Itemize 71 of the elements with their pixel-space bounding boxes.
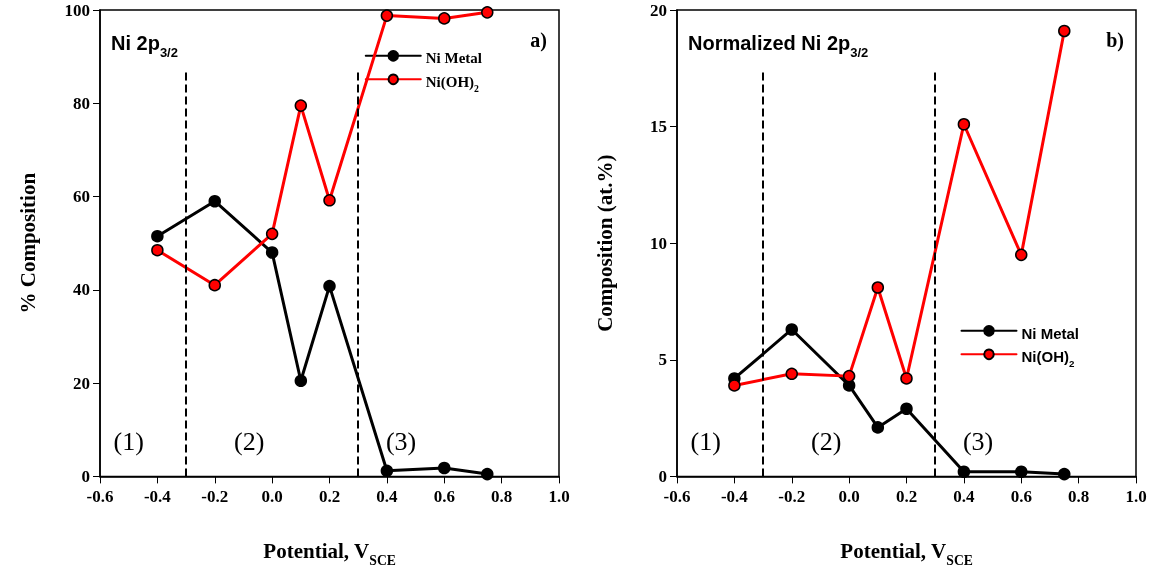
point (785, 367, 798, 381)
point (323, 194, 336, 207)
y-tick-label: 0 (658, 466, 667, 486)
y-tick-label: 20 (650, 0, 667, 20)
annotation: (1) (113, 426, 144, 456)
y-axis-title: Composition (at.%) (592, 154, 617, 332)
point (208, 278, 221, 292)
point (871, 281, 885, 294)
x-tick-label: -0.6 (663, 487, 691, 507)
x-tick-label: -0.4 (720, 487, 749, 507)
y-tick-label: 40 (73, 280, 90, 300)
point (323, 279, 336, 293)
x-tick-label: 1.0 (548, 487, 570, 507)
point (438, 461, 451, 475)
y-tick-label: 80 (73, 93, 90, 113)
point (208, 194, 221, 208)
y-tick-label: 5 (658, 350, 667, 370)
y-tick-label: 20 (73, 373, 90, 393)
legend-label: Ni Metal (425, 50, 483, 67)
x-tick-label: 0.2 (318, 487, 341, 507)
annotation: (1) (690, 426, 721, 456)
x-tick-label: 0.2 (895, 487, 918, 507)
annotation: b) (1106, 29, 1125, 52)
point (1015, 248, 1028, 262)
point (151, 229, 164, 243)
point (785, 323, 798, 336)
x-tick-label: 0.8 (491, 487, 513, 507)
point (900, 402, 913, 416)
point (957, 118, 971, 131)
x-tick-label: 0.6 (433, 487, 455, 507)
point (265, 227, 279, 241)
point (481, 6, 494, 19)
point (1058, 467, 1071, 481)
annotation: (2) (234, 426, 265, 456)
x-tick-label: -0.2 (778, 487, 806, 507)
point (842, 369, 856, 383)
x-tick-label: 0.8 (1068, 487, 1090, 507)
point (380, 9, 394, 22)
x-tick-label: 0.4 (953, 487, 975, 507)
x-tick-label: 0.0 (261, 487, 283, 507)
annotation: (2) (811, 426, 842, 456)
y-tick-label: 100 (64, 0, 90, 20)
x-tick-label: -0.2 (201, 487, 229, 507)
y-tick-label: 0 (81, 466, 90, 486)
point (1015, 465, 1028, 478)
x-tick-label: 1.0 (1125, 487, 1147, 507)
point (728, 379, 741, 392)
point (900, 372, 913, 385)
annotation: a) (530, 29, 548, 52)
annotation: (3) (385, 426, 417, 456)
point (294, 374, 308, 388)
point (1058, 24, 1071, 38)
point (265, 246, 279, 259)
x-tick-label: -0.4 (143, 487, 172, 507)
point (957, 465, 971, 478)
point (871, 421, 885, 434)
y-tick-label: 15 (650, 117, 667, 137)
annotation: (3) (962, 426, 994, 456)
point (294, 99, 308, 112)
x-tick-label: 0.0 (838, 487, 860, 507)
point (438, 12, 451, 25)
y-tick-label: 10 (650, 233, 667, 253)
y-axis-title: % Composition (15, 172, 40, 314)
point (151, 243, 164, 257)
x-tick-label: -0.6 (86, 487, 114, 507)
x-tick-label: 0.4 (376, 487, 398, 507)
point (380, 464, 394, 478)
legend-label: Ni Metal (1021, 324, 1080, 342)
point (481, 467, 494, 481)
x-tick-label: 0.6 (1010, 487, 1032, 507)
y-tick-label: 60 (73, 187, 90, 207)
